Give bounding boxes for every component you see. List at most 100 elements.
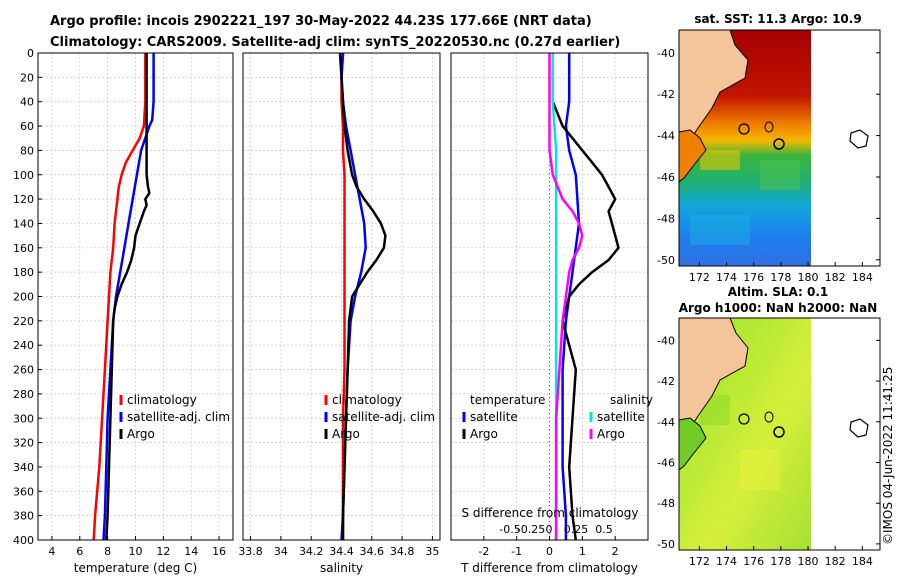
map-y-tick-label: -48: [657, 497, 675, 510]
timestamp-watermark: ©IMOS 04-Jun-2022 11:41:25: [881, 367, 895, 545]
x-tick-label: 4: [48, 545, 55, 558]
sst-map-title: sat. SST: 11.3 Argo: 10.9: [694, 12, 861, 26]
map-y-tick-label: -50: [657, 254, 675, 267]
legend-label: satellite-adj. clim: [332, 410, 435, 424]
y-tick-label: 60: [20, 120, 34, 133]
series-line: [561, 53, 581, 540]
legend-label: satellite: [597, 410, 645, 424]
secondary-tick-label: 0.5: [595, 523, 613, 536]
map-y-tick-label: -46: [657, 171, 675, 184]
x-tick-label: 34: [274, 545, 288, 558]
y-tick-label: 80: [20, 144, 34, 157]
y-tick-label: 160: [13, 242, 34, 255]
series-line: [105, 53, 151, 541]
y-tick-label: 200: [13, 291, 34, 304]
figure-title-line1: Argo profile: incois 2902221_197 30-May-…: [50, 14, 592, 29]
y-tick-label: 300: [13, 412, 34, 425]
map-x-tick-label: 180: [798, 271, 819, 284]
x-tick-label: -2: [478, 545, 489, 558]
x-tick-label: 14: [184, 545, 198, 558]
map-y-tick-label: -44: [657, 416, 675, 429]
series-line: [548, 53, 584, 540]
x-tick-label: 10: [129, 545, 143, 558]
map-x-tick-label: 178: [770, 555, 791, 568]
y-tick-label: 260: [13, 364, 34, 377]
legend-title-salinity: salinity: [610, 393, 653, 407]
y-tick-label: 220: [13, 315, 34, 328]
series-line: [92, 53, 147, 541]
legend-title-temperature: temperature: [470, 393, 545, 407]
y-tick-label: 120: [13, 193, 34, 206]
x-tick-label: 35: [425, 545, 439, 558]
map-x-tick-label: 180: [798, 555, 819, 568]
x-tick-label: 0: [546, 545, 553, 558]
y-tick-label: 100: [13, 169, 34, 182]
x-axis-label-secondary: S difference from climatology: [462, 506, 639, 520]
secondary-tick-label: 0: [546, 523, 553, 536]
map-y-tick-label: -46: [657, 456, 675, 469]
map-x-tick-label: 184: [852, 271, 873, 284]
y-tick-label: 320: [13, 437, 34, 450]
secondary-tick-label: -0.5: [499, 523, 520, 536]
series-line: [551, 53, 620, 541]
y-tick-label: 360: [13, 485, 34, 498]
map-x-tick-label: 176: [743, 555, 764, 568]
map-x-tick-label: 172: [689, 555, 710, 568]
map-x-tick-label: 174: [716, 271, 737, 284]
y-tick-label: 20: [20, 71, 34, 84]
argo-location-marker-sst: [773, 138, 785, 150]
x-tick-label: 1: [579, 545, 586, 558]
secondary-tick-label: -0.25: [517, 523, 545, 536]
series-line: [338, 52, 387, 540]
x-tick-label: 34.4: [329, 545, 354, 558]
map-x-tick-label: 184: [852, 555, 873, 568]
x-tick-label: 6: [76, 545, 83, 558]
difference-panel: -2 -1 0 1 2 T difference from climatology temp…: [450, 52, 653, 575]
map-y-tick-label: -40: [657, 47, 675, 60]
map-y-tick-label: -50: [657, 538, 675, 551]
map-y-tick-label: -42: [657, 375, 675, 388]
series-line: [340, 52, 346, 540]
x-axis-label: temperature (deg C): [74, 561, 197, 575]
legend-label: satellite: [470, 410, 518, 424]
legend-label: satellite-adj. clim: [127, 410, 230, 424]
y-tick-label: 280: [13, 388, 34, 401]
map-x-tick-label: 172: [689, 271, 710, 284]
y-tick-label: 40: [20, 96, 34, 109]
map-y-tick-label: -44: [657, 130, 675, 143]
sst-map-panel: sat. SST: 11.3 Argo: 10.9 -40 -42 -44 -46 -4…: [657, 12, 881, 284]
x-tick-label: 12: [156, 545, 170, 558]
y-tick-label: 380: [13, 510, 34, 523]
x-tick-label: 34.6: [360, 545, 385, 558]
x-tick-label: -1: [511, 545, 522, 558]
x-tick-label: 34.2: [299, 545, 324, 558]
sla-map-title-line1: Altim. SLA: 0.1: [728, 285, 829, 299]
argo-location-marker-sla: [773, 426, 785, 438]
map-x-tick-label: 182: [825, 555, 846, 568]
map-y-tick-label: -40: [657, 334, 675, 347]
legend-label: Argo: [127, 427, 155, 441]
secondary-tick-label: 0.25: [564, 523, 589, 536]
x-axis-label: T difference from climatology: [460, 561, 638, 575]
sla-map-panel: Altim. SLA: 0.1 Argo h1000: NaN h2000: N…: [657, 285, 881, 568]
legend-label: Argo: [332, 427, 360, 441]
map-x-tick-label: 182: [825, 271, 846, 284]
x-tick-label: 8: [104, 545, 111, 558]
map-y-tick-label: -48: [657, 212, 675, 225]
y-tick-label: 180: [13, 266, 34, 279]
x-tick-label: 34.8: [390, 545, 415, 558]
x-tick-label: 33.8: [238, 545, 263, 558]
map-x-tick-label: 174: [716, 555, 737, 568]
y-tick-label: 400: [13, 534, 34, 547]
y-tick-label: 0: [27, 47, 34, 60]
series-line: [102, 53, 155, 541]
figure-title-line2: Climatology: CARS2009. Satellite-adj cli…: [50, 35, 620, 50]
map-x-tick-label: 178: [770, 271, 791, 284]
y-tick-label: 240: [13, 339, 34, 352]
salinity-panel: 33.8 34 34.2 34.4 34.6 34.8 35 salinity climatol…: [238, 52, 441, 575]
y-tick-label: 140: [13, 217, 34, 230]
legend-label: Argo: [597, 427, 625, 441]
legend-label: climatology: [127, 393, 197, 407]
x-axis-label: salinity: [320, 561, 363, 575]
